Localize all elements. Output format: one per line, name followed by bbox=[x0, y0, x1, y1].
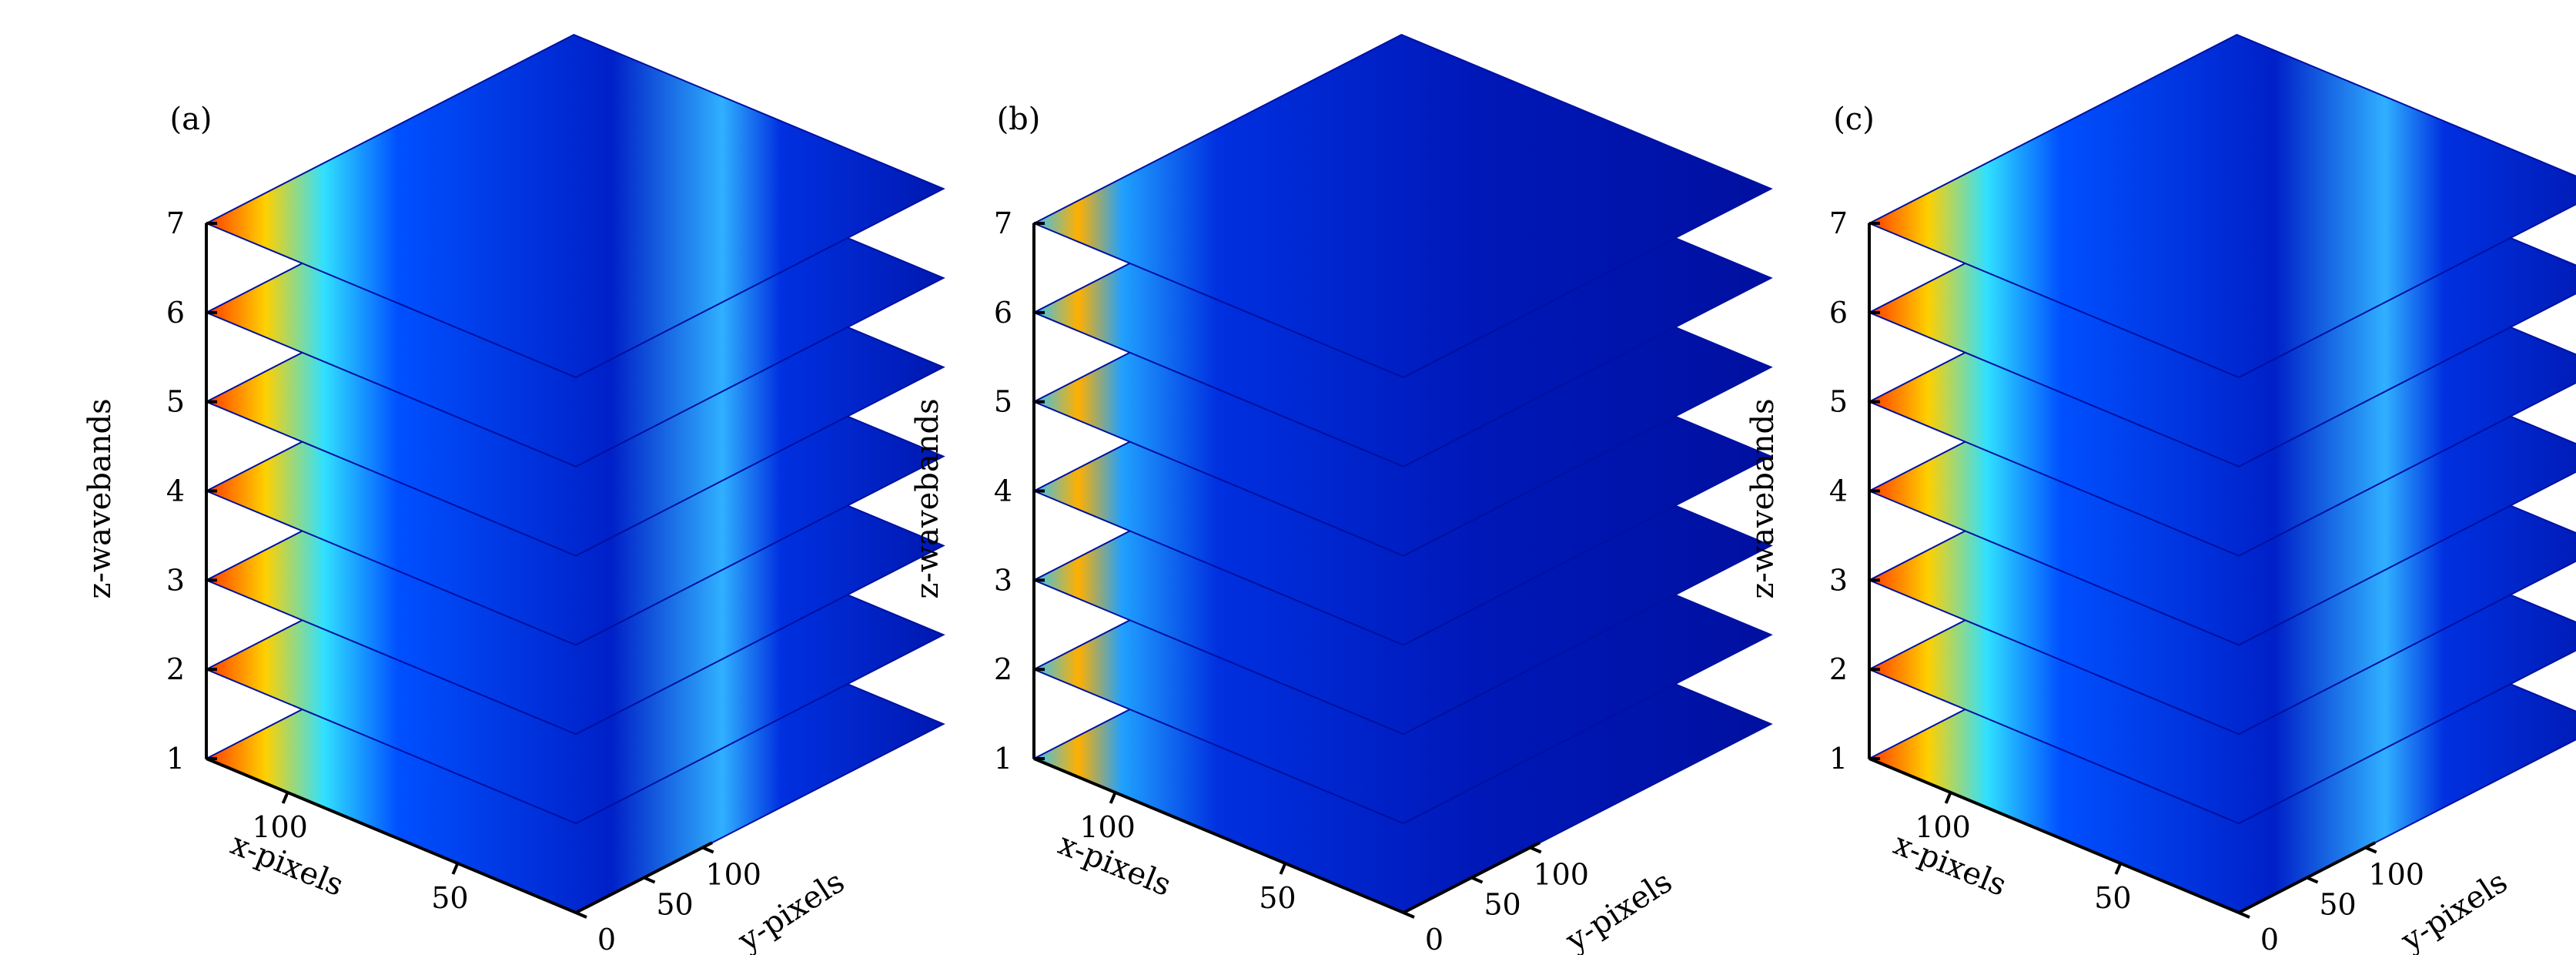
x-tick bbox=[2114, 863, 2123, 875]
y-tick bbox=[2306, 876, 2319, 884]
z-tick-label: 3 bbox=[994, 563, 1012, 597]
x-tick-label: 50 bbox=[2094, 881, 2131, 915]
z-axis-title: z-wavebands bbox=[82, 398, 118, 598]
x-axis-line bbox=[206, 757, 577, 914]
z-tick-label: 5 bbox=[166, 385, 185, 419]
z-tick-label: 2 bbox=[994, 652, 1012, 686]
x-tick-label: 100 bbox=[252, 810, 308, 844]
z-axis-title: z-wavebands bbox=[910, 398, 945, 598]
z-axis-title: z-wavebands bbox=[1745, 398, 1781, 598]
y-tick-label: 0 bbox=[2260, 923, 2279, 955]
y-tick bbox=[575, 911, 587, 919]
z-tick-label: 2 bbox=[1829, 652, 1848, 686]
z-tick-label: 7 bbox=[166, 206, 185, 240]
panel-c: 123456750100x-pixels050100y-pixelsz-wave… bbox=[1745, 33, 2576, 955]
panel-label: (b) bbox=[997, 102, 1041, 137]
y-tick bbox=[643, 876, 656, 884]
y-tick-label: 50 bbox=[2319, 888, 2356, 922]
x-tick-label: 50 bbox=[431, 881, 468, 915]
y-tick-label: 100 bbox=[705, 858, 761, 892]
x-tick bbox=[281, 792, 289, 804]
y-tick bbox=[701, 846, 714, 854]
z-tick-label: 5 bbox=[994, 385, 1012, 419]
panel-label: (c) bbox=[1833, 102, 1875, 137]
z-tick-label: 6 bbox=[166, 296, 185, 330]
z-tick-label: 4 bbox=[166, 474, 185, 508]
panel-label: (a) bbox=[169, 102, 212, 137]
y-tick bbox=[1470, 876, 1484, 884]
waveband-slice bbox=[204, 33, 945, 379]
waveband-slice bbox=[1032, 33, 1773, 379]
z-tick-label: 1 bbox=[166, 742, 185, 776]
y-tick-label: 0 bbox=[597, 923, 616, 955]
z-tick-label: 2 bbox=[166, 652, 185, 686]
x-tick-label: 100 bbox=[1915, 810, 1971, 844]
z-tick-label: 7 bbox=[994, 206, 1012, 240]
x-tick bbox=[1279, 863, 1287, 875]
x-axis-line bbox=[1033, 757, 1404, 914]
x-tick bbox=[1944, 792, 1952, 804]
z-tick-label: 1 bbox=[1829, 742, 1848, 776]
z-tick-label: 6 bbox=[1829, 296, 1848, 330]
y-tick bbox=[1403, 911, 1415, 919]
y-tick bbox=[2238, 911, 2250, 919]
y-tick-label: 50 bbox=[656, 888, 693, 922]
y-tick-label: 0 bbox=[1425, 923, 1444, 955]
panel-a: 123456750100x-pixels050100y-pixelsz-wave… bbox=[82, 33, 945, 955]
waveband-slice bbox=[1867, 33, 2576, 379]
x-tick-label: 100 bbox=[1079, 810, 1136, 844]
y-tick-label: 50 bbox=[1484, 888, 1521, 922]
z-tick-label: 3 bbox=[1829, 563, 1848, 597]
z-tick-label: 4 bbox=[1829, 474, 1848, 508]
z-tick-label: 1 bbox=[994, 742, 1012, 776]
y-tick bbox=[2364, 846, 2377, 854]
panel-b: 123456750100x-pixels050100y-pixelsz-wave… bbox=[910, 33, 1773, 955]
z-tick-label: 7 bbox=[1829, 206, 1848, 240]
x-tick bbox=[451, 863, 460, 875]
z-tick-label: 4 bbox=[994, 474, 1012, 508]
z-tick-label: 6 bbox=[994, 296, 1012, 330]
x-axis-line bbox=[1868, 757, 2240, 914]
y-tick-label: 100 bbox=[2368, 858, 2424, 892]
x-tick bbox=[1109, 792, 1117, 804]
y-tick-label: 100 bbox=[1533, 858, 1589, 892]
x-tick-label: 50 bbox=[1259, 881, 1296, 915]
z-tick-label: 3 bbox=[166, 563, 185, 597]
z-tick-label: 5 bbox=[1829, 385, 1848, 419]
y-tick bbox=[1529, 846, 1542, 854]
